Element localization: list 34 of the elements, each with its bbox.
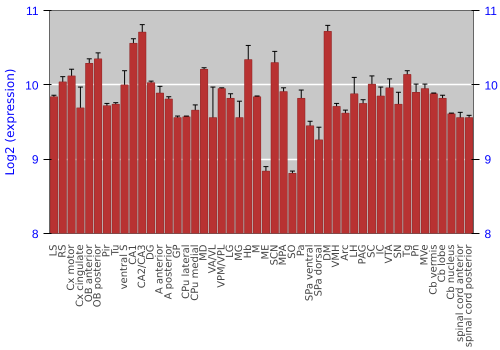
y-tick-label: 11 (26, 4, 39, 18)
y2-tick-label: 9 (484, 152, 492, 167)
y2-tick-label: 8 (484, 227, 492, 241)
x-tick-label: Cb nucleus (446, 244, 457, 300)
x-tick-label: VA/VL (207, 244, 218, 274)
x-tick-label: Cb lobe (437, 244, 448, 282)
y-tick-label: 9 (32, 152, 39, 167)
x-tick-label: Cx cingulate (74, 244, 86, 307)
x-tick-label: MG (234, 244, 245, 261)
x-tick-label: Tg (402, 244, 413, 258)
y-axis-title: Log2 (expression) (3, 68, 18, 176)
x-tick-label: LS (48, 244, 60, 256)
x-tick-label: A posterior (163, 244, 174, 300)
y-tick-label: 10 (25, 78, 39, 92)
x-tick-label: MVe (419, 244, 430, 266)
x-tick-label: SPa dorsal (313, 244, 324, 296)
x-tick-label: CA1 (128, 244, 139, 265)
x-tick-label: RS (57, 244, 68, 258)
x-tick-label: SC (366, 244, 378, 258)
y2-tick-label: 11 (484, 4, 498, 18)
x-tick-label: CPu lateral (180, 244, 192, 299)
x-tick-label: Arc (340, 244, 351, 261)
x-tick-label: Pa (296, 244, 307, 256)
x-tick-label: SN (392, 244, 404, 258)
x-tick-label: OB posterior (92, 244, 104, 308)
x-tick-label: GP (172, 244, 184, 258)
x-tick-label: spinal cord posterior (464, 244, 475, 348)
y2-tick-label: 10 (484, 78, 498, 92)
x-tick-label: Pir (101, 244, 112, 258)
x-tick-label: SO (286, 244, 298, 259)
x-tick-label: A anterior (154, 244, 166, 294)
y-tick-label: 8 (32, 227, 39, 241)
x-tick-label: DG (146, 244, 157, 260)
x-tick-label: ME (260, 244, 272, 260)
